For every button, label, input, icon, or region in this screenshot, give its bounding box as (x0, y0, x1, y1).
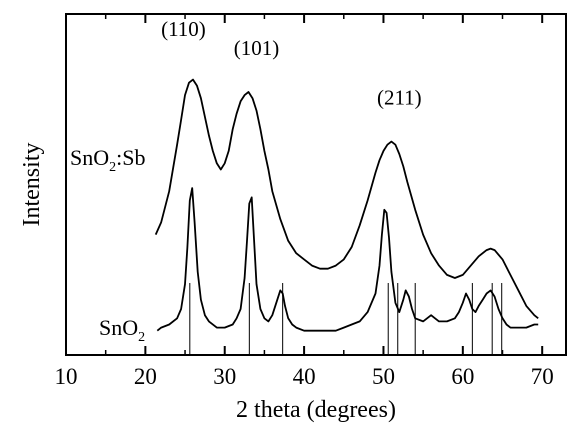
x-tick-label: 40 (293, 364, 316, 389)
x-axis-title: 2 theta (degrees) (236, 397, 396, 423)
x-tick-label: 20 (134, 364, 157, 389)
series-label: SnO2:Sb (70, 145, 145, 175)
series-labels: SnO2:Sb SnO2 (70, 145, 145, 345)
x-tick-label: 50 (372, 364, 395, 389)
x-tick-label: 30 (213, 364, 236, 389)
plot-frame (65, 13, 567, 356)
peak-annotations: (110) (101) (211) (161, 17, 422, 109)
x-tick-label: 60 (451, 364, 474, 389)
x-tick-label: 70 (531, 364, 554, 389)
peak-annotation: (110) (161, 17, 206, 41)
series-line (156, 187, 539, 332)
peak-annotation: (101) (234, 36, 280, 60)
y-axis-title: Intensity (19, 143, 45, 227)
plot-border (65, 13, 567, 356)
series-lines (154, 78, 539, 332)
x-tick-label: 10 (55, 364, 78, 389)
peak-annotation: (211) (377, 85, 422, 109)
series-label: SnO2 (99, 315, 145, 345)
axis-ticks: 10 20 30 40 50 60 70 (55, 14, 554, 389)
series-line (154, 78, 539, 320)
